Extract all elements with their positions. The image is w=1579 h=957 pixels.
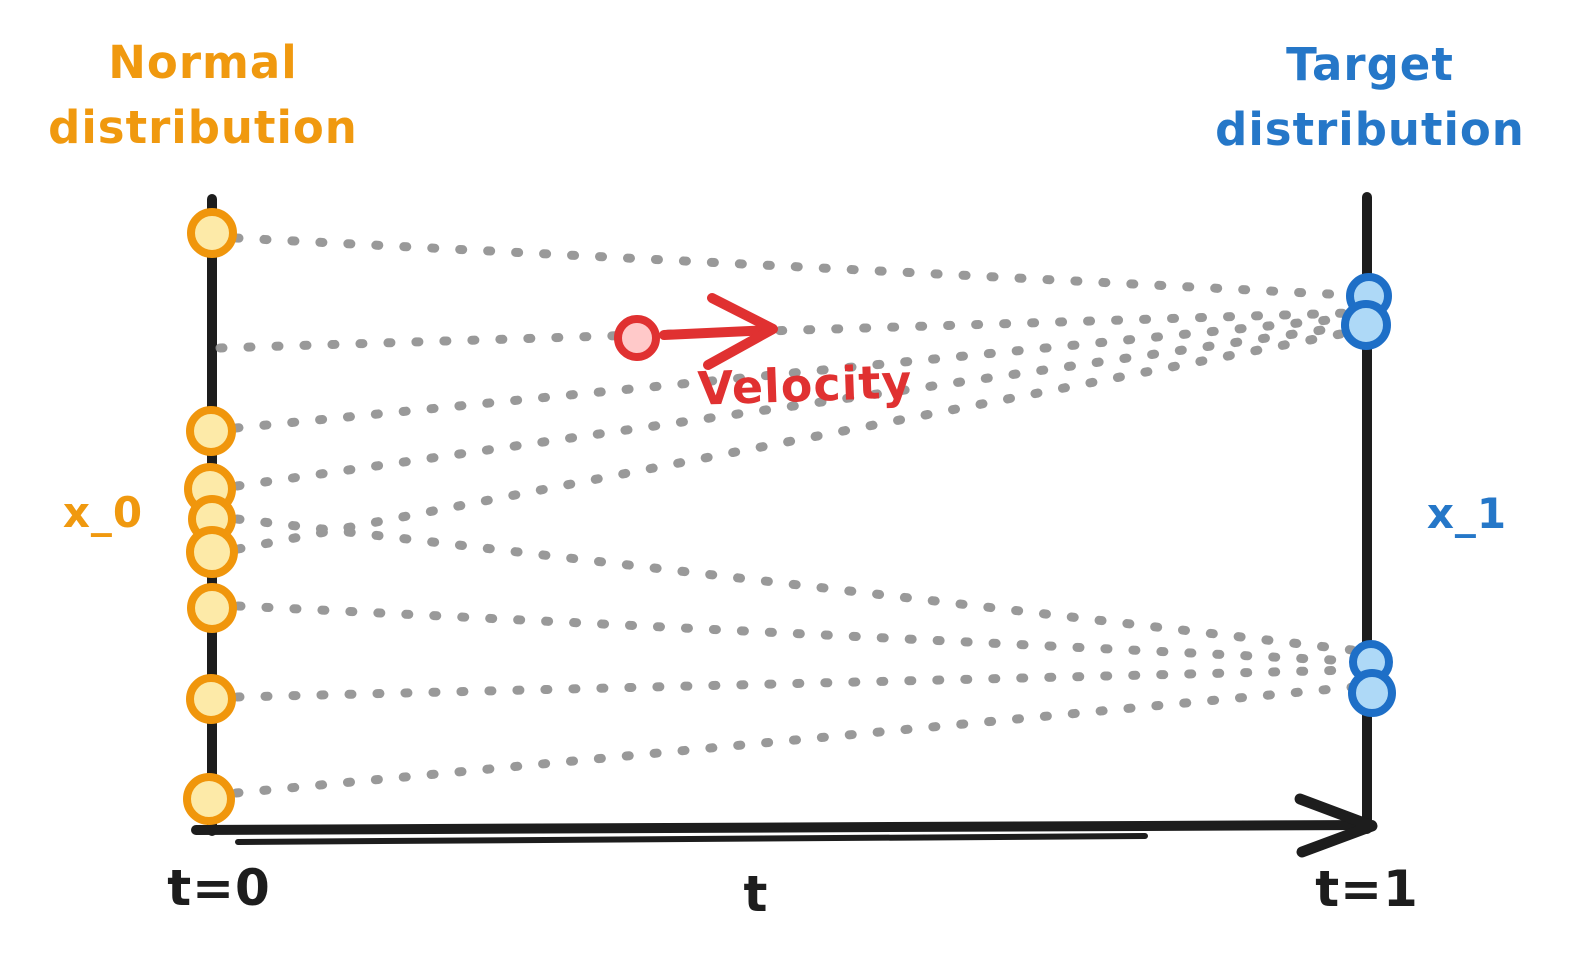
t0-tick-label: t=0 [167, 859, 271, 917]
velocity-arrow-head [703, 293, 778, 370]
source-sample-point [183, 773, 235, 825]
interpolation-path [232, 665, 1359, 702]
time-axis-arrowhead [1294, 793, 1378, 858]
velocity-group [614, 293, 778, 370]
x1-axis-label: x_1 [1426, 489, 1508, 538]
target-distribution-title: Target distribution [1215, 38, 1525, 157]
interpolation-path [233, 601, 1358, 666]
source-sample-point [187, 583, 237, 633]
source-sample-point [186, 406, 236, 456]
interpolation-path [233, 327, 1356, 554]
interpolation-path [231, 233, 1353, 300]
interpolation-path [232, 321, 1355, 491]
source-sample-point [186, 674, 236, 724]
velocity-arrow-shaft [659, 325, 775, 340]
source-sample-point [186, 526, 238, 578]
interpolation-path [231, 313, 1354, 433]
interpolation-path [215, 308, 1354, 353]
time-axis-label: t [743, 865, 769, 923]
velocity-label: Velocity [696, 354, 914, 416]
t1-tick-label: t=1 [1315, 860, 1419, 918]
source-sample-points [183, 208, 238, 825]
time-axis-overdraw [235, 833, 1148, 845]
x0-axis-label: x_0 [62, 488, 144, 537]
source-sample-point [187, 208, 237, 258]
interpolation-path [231, 682, 1359, 798]
interpolation-path [232, 514, 1357, 655]
source-distribution-title: Normal distribution [48, 36, 358, 155]
interpolation-paths [215, 233, 1359, 798]
target-sample-points [1341, 273, 1396, 717]
velocity-point [614, 315, 660, 361]
target-sample-point [1348, 669, 1396, 717]
time-axis [191, 820, 1377, 835]
target-sample-point [1341, 300, 1391, 350]
